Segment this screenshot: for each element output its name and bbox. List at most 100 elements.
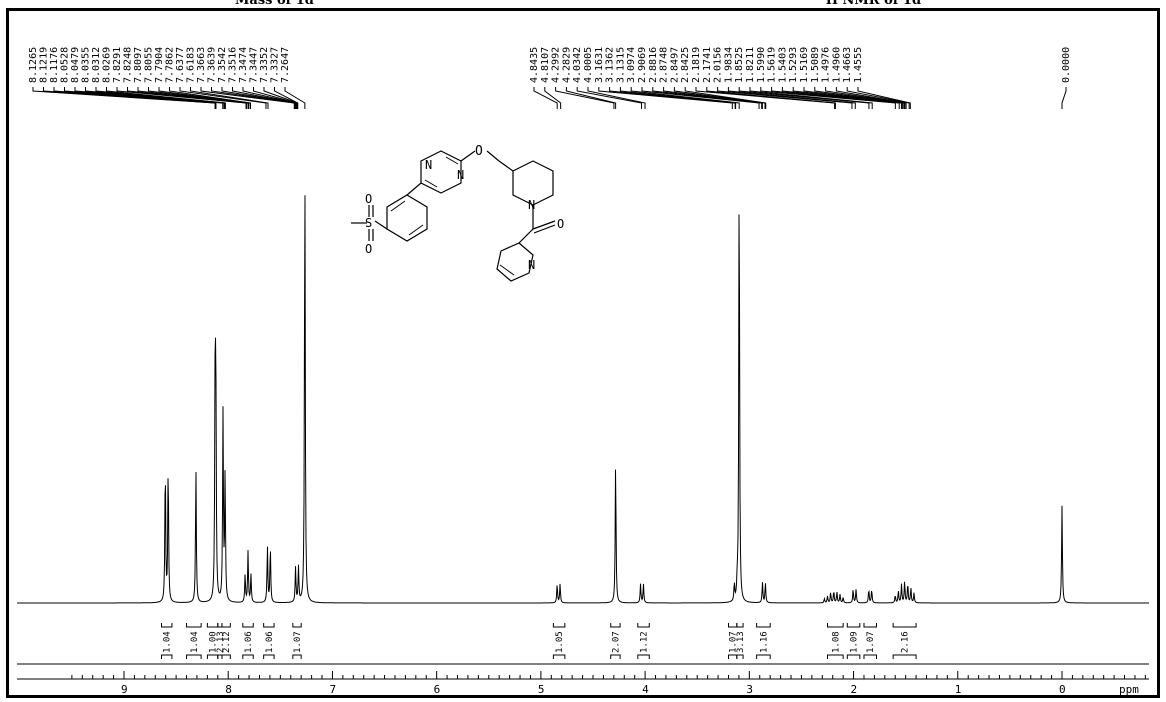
integration-bottom-bracket (610, 654, 621, 659)
peak-label: 4.2829 (561, 47, 617, 109)
integration-bottom-bracket (552, 654, 566, 659)
integration-bracket: 2.07 (610, 623, 621, 659)
peak-label-leader (814, 87, 906, 109)
peak-shift-text: 8.1265 (28, 47, 39, 83)
peak-shift-text: 7.2647 (280, 47, 291, 83)
peak-label: 7.2647 (280, 47, 306, 109)
peak-shift-text: 7.7904 (154, 47, 165, 83)
integration-top-bracket (263, 623, 275, 628)
peak-shift-text: 4.8435 (529, 47, 540, 83)
integration-value: 1.07 (866, 631, 876, 653)
peak-label: 2.8425 (680, 47, 767, 109)
peak-label: 8.1176 (49, 47, 217, 109)
peak-label: 4.0342 (572, 47, 643, 109)
integration-bottom-bracket (186, 654, 202, 659)
atom-label-sulfonyl-o2: O (365, 242, 372, 256)
peak-label-leader (148, 87, 249, 109)
peak-label: 1.4960 (831, 47, 907, 109)
peak-label-leader (598, 87, 733, 109)
peak-label-leader (717, 87, 853, 109)
peak-shift-text: 0.0000 (1061, 47, 1072, 83)
peak-shift-text: 1.5619 (767, 47, 778, 83)
peak-shift-text: 2.1819 (691, 47, 702, 83)
peak-shift-text: 7.3447 (249, 47, 260, 83)
x-tick-label: 4 (642, 683, 649, 695)
integration-value: 1.04 (190, 631, 200, 653)
integration-bottom-bracket (242, 654, 254, 659)
nmr-caption: ¹H NMR of 1d (820, 0, 922, 8)
integration-bracket: 1.16 (756, 623, 771, 659)
peak-label-leader (106, 87, 226, 109)
integration-value: 1.06 (244, 631, 254, 653)
peak-label: 8.0479 (70, 47, 224, 109)
peak-label: 1.5293 (788, 47, 904, 109)
peak-shift-text: 8.0528 (60, 47, 71, 83)
x-axis-label: ppm (1119, 683, 1139, 695)
peak-shift-text: 7.8248 (123, 47, 134, 83)
peak-shift-text: 2.9069 (637, 47, 648, 83)
integration-bottom-bracket (217, 654, 223, 659)
integration-bracket: 1.04 (161, 623, 173, 659)
peak-label: 4.8107 (540, 47, 562, 109)
peak-label-leader (738, 87, 870, 109)
peak-shift-text: 7.6377 (175, 47, 186, 83)
peak-label-leader (1061, 87, 1067, 109)
peak-label: 7.8248 (123, 47, 247, 109)
peak-label-leader (211, 87, 296, 109)
peak-shift-text: 7.3352 (259, 47, 270, 83)
integration-top-bracket (292, 623, 302, 628)
integration-bottom-bracket (736, 654, 744, 659)
peak-label-leader (544, 87, 562, 109)
peak-shift-text: 8.0479 (70, 47, 81, 83)
integration-top-bracket (552, 623, 566, 628)
peak-label-leader (284, 87, 306, 109)
atom-label-ether-o: O (475, 144, 483, 159)
integration-value: 1.00 (209, 631, 219, 653)
peak-label: 7.3447 (249, 47, 298, 109)
peak-shift-text: 2.8497 (669, 47, 680, 83)
peak-label: 1.5619 (767, 47, 900, 109)
x-tick-label: 5 (538, 683, 545, 695)
peak-label-leader (663, 87, 763, 109)
peak-shift-text: 7.6183 (186, 47, 197, 83)
peak-shift-text: 1.4663 (842, 47, 853, 83)
peak-label-leader (587, 87, 646, 109)
integration-value: 1.04 (163, 631, 173, 653)
peak-label: 3.0974 (626, 47, 740, 109)
integration-bottom-bracket (206, 654, 219, 659)
integration-bottom-bracket (863, 654, 877, 659)
x-tick-label: 8 (225, 683, 232, 695)
peak-label-leader (706, 87, 836, 109)
mass-caption: Mass of 1d (235, 0, 314, 8)
peak-label-leader (555, 87, 615, 109)
integration-top-bracket (217, 623, 223, 628)
integration-top-bracket (846, 623, 861, 628)
peak-label: 2.1741 (702, 47, 836, 109)
peak-label: 2.8497 (669, 47, 766, 109)
peak-label-leader (781, 87, 902, 109)
peak-label: 4.2992 (551, 47, 615, 109)
chemical-structure: O N N N O N S O O (351, 144, 564, 282)
figure-captions: Mass of 1d ¹H NMR of 1d (0, 0, 1166, 12)
integration-bottom-bracket (221, 654, 231, 659)
peak-shift-text: 7.3663 (196, 47, 207, 83)
peak-label: 7.3327 (270, 47, 299, 109)
integration-bracket: 3.13 (736, 623, 746, 659)
x-axis-ticks: 9 8 7 6 5 4 3 2 1 0 (71, 671, 1146, 695)
peak-label: 7.6377 (175, 47, 267, 109)
peak-shift-text: 7.8291 (112, 47, 123, 83)
x-tick-label: 6 (434, 683, 441, 695)
integration-value: 1.16 (759, 631, 769, 653)
integration-value: 1.06 (265, 631, 275, 653)
peak-label: 1.5089 (810, 47, 906, 109)
integration-value: 1.09 (850, 631, 860, 653)
x-tick-label: 0 (1059, 683, 1066, 695)
atom-label-pyridine-n: N (528, 258, 535, 272)
integration-top-bracket (863, 623, 877, 628)
integration-bottom-bracket (292, 654, 302, 659)
peak-label: 7.8055 (144, 47, 249, 109)
integration-bottom-bracket (727, 654, 738, 659)
peak-label-leader (630, 87, 740, 109)
integration-region: 1.04 1.04 1.002.132.12 1.06 1.06 1.07 1.05 2.07… (17, 623, 1149, 665)
peak-label: 2.9069 (637, 47, 760, 109)
